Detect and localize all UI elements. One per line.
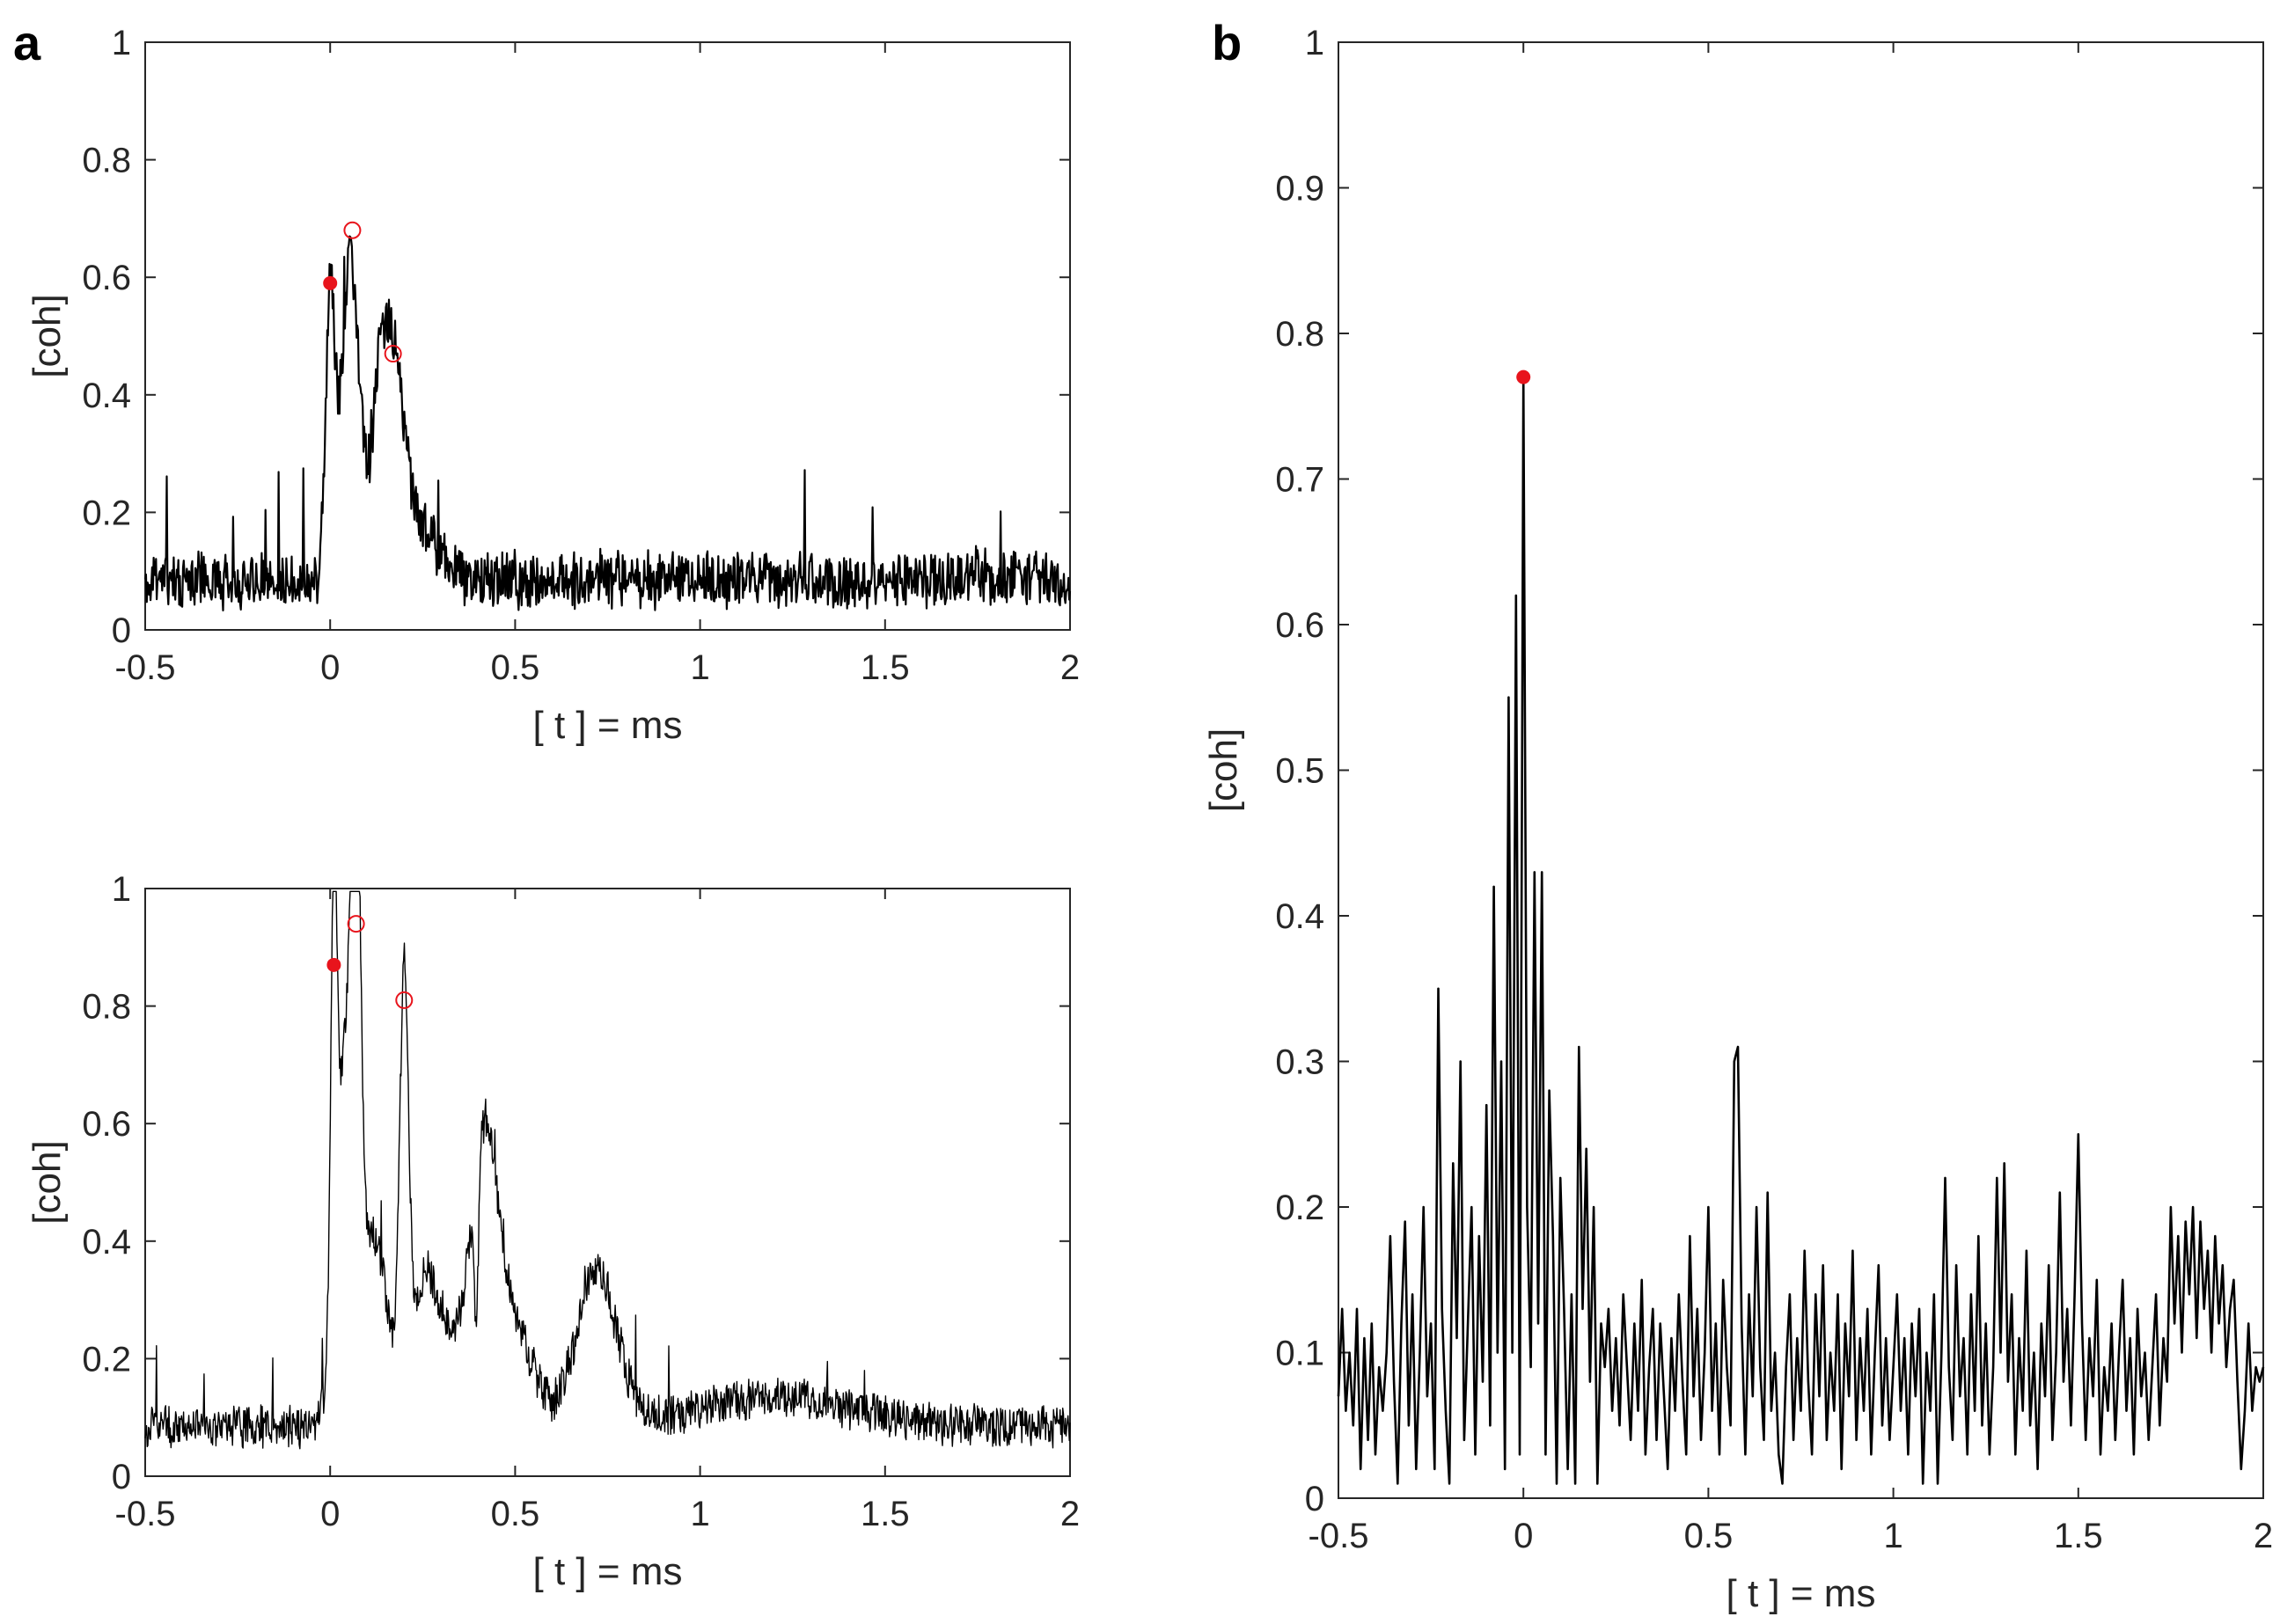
onset-marker <box>1516 369 1531 384</box>
y-tick-label: 0.2 <box>82 494 131 532</box>
y-tick-label: 0.2 <box>82 1340 131 1379</box>
x-tick-label: -0.5 <box>1309 1517 1369 1555</box>
y-tick-label: 0.1 <box>1275 1335 1324 1373</box>
x-tick-label: 2 <box>2254 1517 2273 1555</box>
x-tick-label: -0.5 <box>115 1495 176 1533</box>
series-line <box>1337 376 2265 1485</box>
y-tick-label: 0.8 <box>82 142 131 180</box>
x-tick-label: 2 <box>1060 1495 1080 1533</box>
y-tick-label: 0.9 <box>1275 170 1324 208</box>
x-tick-label: 1.5 <box>861 1495 910 1533</box>
axes-frame <box>144 41 1071 631</box>
y-tick-label: 0.8 <box>82 988 131 1027</box>
x-axis-label: [ t ] = ms <box>533 704 683 747</box>
y-tick-label: 0.8 <box>1275 315 1324 354</box>
peak-marker <box>395 991 414 1009</box>
axes-b: -0.5 0 0.5 1 1.5 200.10.20.30.40.50.60.70.80.… <box>1202 24 2273 1615</box>
x-tick-label: 1 <box>690 648 709 687</box>
y-tick-label: 0.7 <box>1275 461 1324 500</box>
x-tick-label: -0.5 <box>115 648 176 687</box>
y-tick-label: 1 <box>112 870 131 909</box>
y-tick-label: 0.4 <box>1275 897 1324 936</box>
y-tick-label: 0 <box>112 611 131 650</box>
y-tick-label: 0 <box>112 1458 131 1496</box>
y-tick-label: 0.5 <box>1275 752 1324 791</box>
peak-marker <box>343 221 362 239</box>
x-tick-label: 0.5 <box>491 1495 540 1533</box>
onset-marker <box>323 275 338 290</box>
y-tick-label: 0.4 <box>82 377 131 415</box>
x-tick-label: 0.5 <box>491 648 540 687</box>
panel-label-a: a <box>13 15 41 70</box>
y-tick-label: 1 <box>1305 24 1324 62</box>
y-axis-label: [coh] <box>26 294 69 377</box>
y-tick-label: 0.2 <box>1275 1189 1324 1227</box>
peak-marker <box>384 345 402 363</box>
axes-a-bottom: -0.5 0 0.5 1 1.5 200.20.40.60.81[ t ] = ms[co… <box>26 870 1080 1593</box>
axes-a-top: -0.5 0 0.5 1 1.5 200.20.40.60.81[ t ] = ms[co… <box>26 24 1080 747</box>
x-tick-label: 0 <box>1514 1517 1533 1555</box>
x-tick-label: 1.5 <box>861 648 910 687</box>
x-tick-label: 1 <box>1883 1517 1902 1555</box>
x-tick-label: 1 <box>690 1495 709 1533</box>
y-tick-label: 1 <box>112 24 131 62</box>
y-tick-label: 0.6 <box>82 259 131 297</box>
y-tick-label: 0 <box>1305 1480 1324 1518</box>
x-tick-label: 1.5 <box>2054 1517 2103 1555</box>
x-axis-label: [ t ] = ms <box>1726 1572 1876 1615</box>
y-axis-label: [coh] <box>26 1140 69 1224</box>
y-tick-label: 0.4 <box>82 1223 131 1262</box>
x-tick-label: 0 <box>320 648 340 687</box>
peak-marker <box>347 915 365 933</box>
x-axis-label: [ t ] = ms <box>533 1550 683 1593</box>
panel-label-b: b <box>1212 15 1242 70</box>
series-line <box>143 235 1072 611</box>
onset-marker <box>326 957 341 972</box>
y-axis-label: [coh] <box>1202 728 1245 812</box>
y-tick-label: 0.6 <box>1275 606 1324 645</box>
x-tick-label: 0 <box>320 1495 340 1533</box>
y-tick-label: 0.3 <box>1275 1043 1324 1082</box>
axes-frame <box>144 888 1071 1477</box>
x-tick-label: 2 <box>1060 648 1080 687</box>
x-tick-label: 0.5 <box>1684 1517 1734 1555</box>
series-line <box>144 890 1071 1450</box>
y-tick-label: 0.6 <box>82 1105 131 1144</box>
